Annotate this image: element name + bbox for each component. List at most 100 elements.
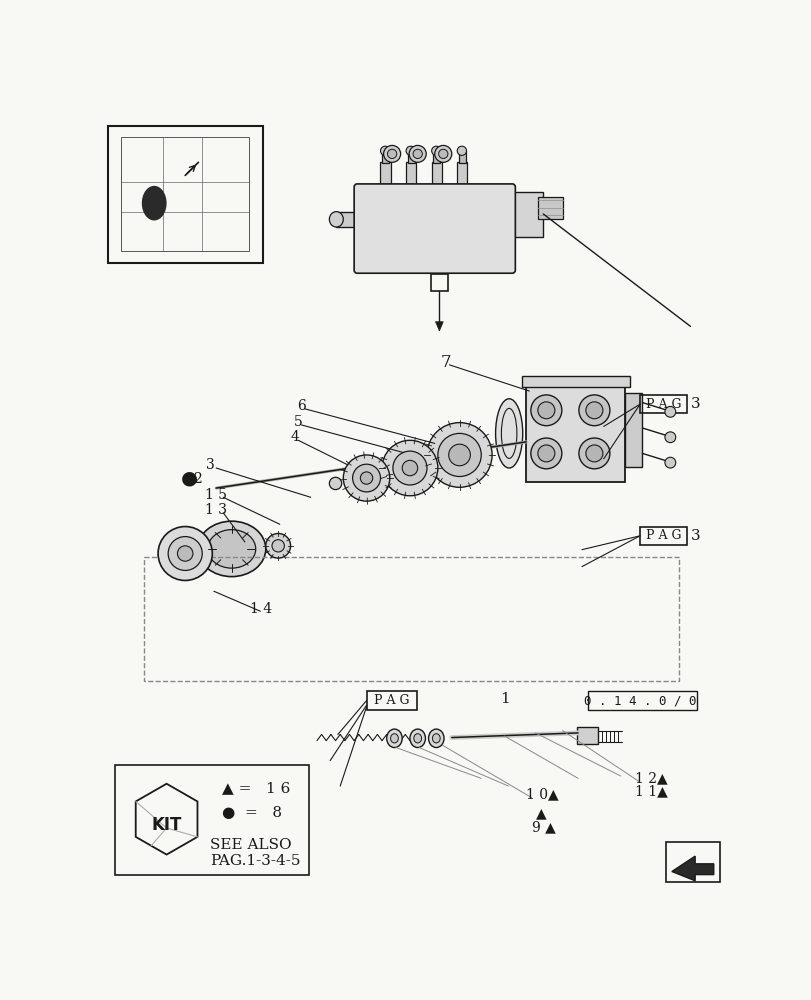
Bar [406, 162, 416, 189]
Bar [380, 162, 390, 189]
Bar [526, 386, 624, 482]
Text: 1 1▲: 1 1▲ [634, 784, 667, 798]
Text: 9 ▲: 9 ▲ [531, 820, 555, 834]
Circle shape [664, 406, 675, 417]
Circle shape [401, 460, 417, 476]
Bar [587, 691, 696, 710]
Ellipse shape [414, 734, 421, 743]
Bar [537, 197, 562, 219]
Ellipse shape [329, 212, 343, 227]
Text: ●  =   8: ● = 8 [222, 806, 282, 820]
Circle shape [178, 546, 193, 561]
Ellipse shape [386, 729, 401, 748]
Text: ▲ =   1 6: ▲ = 1 6 [222, 781, 290, 795]
Ellipse shape [428, 729, 444, 748]
Text: 1 3: 1 3 [205, 503, 227, 517]
Bar [407, 151, 414, 163]
Circle shape [578, 438, 609, 469]
Circle shape [343, 455, 389, 501]
Ellipse shape [432, 734, 440, 743]
Text: 2: 2 [193, 472, 201, 486]
Bar [115, 765, 309, 875]
Circle shape [382, 440, 437, 496]
Circle shape [431, 146, 440, 155]
Text: 1 4: 1 4 [250, 602, 272, 616]
Circle shape [352, 464, 380, 492]
Circle shape [158, 527, 212, 580]
Text: 1 5: 1 5 [205, 488, 227, 502]
Bar [576, 727, 598, 744]
Circle shape [272, 540, 284, 552]
Text: ▲: ▲ [534, 806, 546, 820]
Circle shape [438, 149, 448, 158]
Bar [665, 842, 719, 882]
Circle shape [586, 402, 603, 419]
Circle shape [457, 146, 466, 155]
Circle shape [360, 472, 372, 484]
Bar [121, 137, 248, 251]
Circle shape [387, 149, 397, 158]
Text: 1 2▲: 1 2▲ [634, 771, 667, 785]
Text: ●: ● [180, 470, 197, 488]
Text: 3: 3 [206, 458, 215, 472]
Text: 1: 1 [500, 692, 510, 706]
Bar [521, 376, 629, 387]
Bar [336, 212, 359, 227]
Bar [431, 162, 441, 189]
Text: 4: 4 [290, 430, 299, 444]
Bar [457, 162, 466, 189]
Text: 3: 3 [690, 397, 700, 411]
Text: KIT: KIT [151, 816, 182, 834]
Circle shape [413, 149, 422, 158]
Bar [639, 527, 686, 545]
Circle shape [427, 423, 491, 487]
Circle shape [437, 433, 481, 477]
Ellipse shape [495, 399, 522, 468]
Circle shape [383, 145, 400, 162]
Circle shape [448, 444, 470, 466]
Circle shape [329, 477, 341, 490]
Text: P A G: P A G [373, 694, 409, 707]
Bar [431, 274, 448, 291]
Ellipse shape [142, 186, 166, 220]
Text: 1 0▲: 1 0▲ [526, 788, 558, 802]
Polygon shape [671, 856, 713, 881]
Circle shape [530, 438, 561, 469]
Circle shape [537, 402, 554, 419]
Bar [513, 192, 543, 237]
Ellipse shape [390, 734, 398, 743]
Bar [624, 393, 642, 466]
Circle shape [380, 146, 389, 155]
Ellipse shape [410, 729, 425, 748]
Circle shape [586, 445, 603, 462]
Polygon shape [435, 322, 443, 331]
Text: P A G: P A G [645, 529, 680, 542]
Text: P A G: P A G [645, 398, 680, 411]
Circle shape [537, 445, 554, 462]
Ellipse shape [197, 521, 265, 577]
Circle shape [409, 145, 426, 162]
Circle shape [406, 146, 415, 155]
Bar [458, 151, 466, 163]
Circle shape [434, 145, 451, 162]
Text: PAG.1-3-4-5: PAG.1-3-4-5 [210, 854, 300, 868]
FancyBboxPatch shape [354, 184, 515, 273]
Circle shape [664, 432, 675, 443]
Circle shape [530, 395, 561, 426]
Bar [366, 691, 416, 710]
Circle shape [393, 451, 427, 485]
Bar [382, 151, 388, 163]
Text: 6: 6 [297, 399, 305, 413]
Ellipse shape [208, 530, 255, 568]
Circle shape [664, 457, 675, 468]
Circle shape [265, 533, 290, 558]
Bar [144, 557, 678, 681]
Circle shape [168, 537, 202, 570]
Text: 5: 5 [294, 415, 302, 429]
Text: 0 . 1 4 . 0 / 0: 0 . 1 4 . 0 / 0 [583, 694, 696, 707]
Text: SEE ALSO: SEE ALSO [210, 838, 291, 852]
Bar [639, 395, 686, 413]
Text: 3: 3 [690, 529, 700, 543]
Text: 7: 7 [440, 354, 450, 371]
Bar [432, 151, 440, 163]
